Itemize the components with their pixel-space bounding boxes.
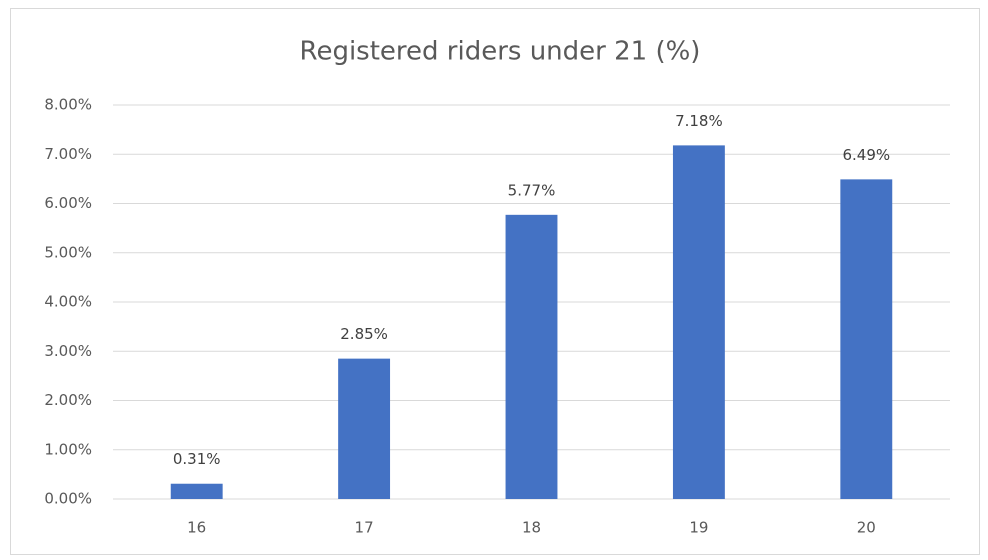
bar bbox=[338, 358, 391, 499]
y-tick-label: 2.00% bbox=[44, 391, 92, 409]
x-tick-label: 16 bbox=[187, 519, 206, 537]
bar bbox=[672, 145, 725, 499]
value-label: 7.18% bbox=[675, 112, 723, 130]
value-label: 2.85% bbox=[340, 325, 388, 343]
x-tick-label: 18 bbox=[522, 519, 541, 537]
y-tick-label: 5.00% bbox=[44, 243, 92, 261]
y-tick-label: 8.00% bbox=[44, 96, 92, 114]
chart-border bbox=[10, 8, 980, 555]
y-tick-label: 0.00% bbox=[44, 490, 92, 508]
y-tick-label: 6.00% bbox=[44, 194, 92, 212]
x-tick-label: 17 bbox=[355, 519, 374, 537]
chart-title: Registered riders under 21 (%) bbox=[300, 37, 701, 67]
bar bbox=[170, 483, 223, 499]
x-tick-label: 20 bbox=[857, 519, 876, 537]
bar bbox=[505, 214, 558, 499]
value-label: 0.31% bbox=[173, 450, 221, 468]
y-tick-label: 1.00% bbox=[44, 440, 92, 458]
y-tick-label: 4.00% bbox=[44, 293, 92, 311]
x-tick-label: 19 bbox=[689, 519, 708, 537]
value-label: 5.77% bbox=[508, 181, 556, 199]
y-tick-label: 3.00% bbox=[44, 342, 92, 360]
y-tick-label: 7.00% bbox=[44, 145, 92, 163]
bar bbox=[840, 179, 893, 499]
value-label: 6.49% bbox=[842, 146, 890, 164]
